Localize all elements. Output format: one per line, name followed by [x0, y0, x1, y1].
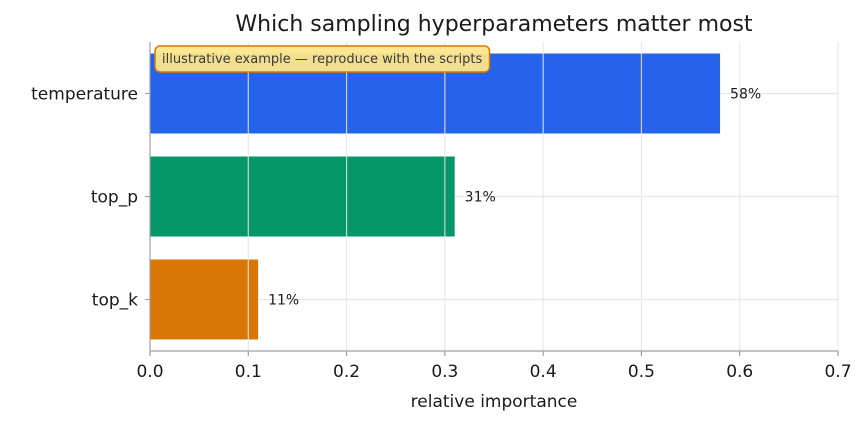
x-axis-title: relative importance	[411, 392, 578, 412]
x-tick-label: 0.3	[431, 362, 458, 382]
x-tick-label: 0.7	[824, 362, 851, 382]
annotation-text: illustrative example — reproduce with th…	[162, 52, 483, 67]
labels: 0.0 0.1 0.2 0.3 0.4 0.5 0.6 0.7 temperature 58% to…	[31, 85, 851, 383]
x-tick-label: 0.1	[235, 362, 262, 382]
category-label: top_k	[92, 291, 138, 311]
bar-top-k	[150, 259, 259, 340]
annotation-background	[154, 45, 491, 73]
category-label: top_p	[91, 188, 138, 208]
category-label: temperature	[31, 85, 138, 105]
x-tick-label: 0.2	[333, 362, 360, 382]
value-label: 11%	[268, 293, 299, 309]
chart-title: Which sampling hyperparameters matter mo…	[235, 12, 753, 37]
x-tick-label: 0.5	[628, 362, 655, 382]
x-tick-label: 0.4	[530, 362, 557, 382]
annotation-box: illustrative example — reproduce with th…	[154, 45, 491, 73]
axes	[145, 42, 839, 356]
value-label: 58%	[730, 87, 761, 103]
x-tick-label: 0.0	[136, 362, 163, 382]
x-tick-label: 0.6	[726, 362, 753, 382]
bar-top-p	[150, 156, 455, 237]
value-label: 31%	[465, 190, 496, 206]
